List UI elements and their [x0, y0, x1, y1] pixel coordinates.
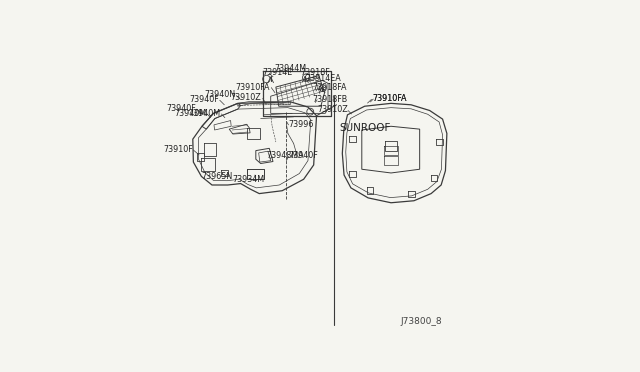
- Text: 73918FA: 73918FA: [312, 83, 347, 92]
- Text: 73934M: 73934M: [232, 175, 264, 185]
- Text: 73948MA: 73948MA: [266, 151, 304, 160]
- Text: 73944M: 73944M: [275, 64, 307, 73]
- Text: 73910FA: 73910FA: [236, 83, 270, 92]
- Text: 73910FA: 73910FA: [372, 94, 407, 103]
- Text: 73910F: 73910F: [163, 145, 193, 154]
- Text: 73965N: 73965N: [201, 173, 232, 182]
- Text: 73918F: 73918F: [300, 68, 330, 77]
- Text: 73996: 73996: [288, 120, 313, 129]
- Text: 73940M: 73940M: [188, 109, 221, 118]
- Text: 73914E: 73914E: [262, 68, 293, 77]
- Text: 73910FA: 73910FA: [372, 94, 407, 103]
- Text: 73918FB: 73918FB: [313, 94, 348, 103]
- Text: 73914EA: 73914EA: [306, 74, 341, 83]
- Text: 73940F: 73940F: [166, 104, 196, 113]
- Text: 73910Z: 73910Z: [317, 105, 348, 115]
- Text: J73800_8: J73800_8: [401, 317, 443, 326]
- Text: 73940M: 73940M: [174, 109, 206, 118]
- Text: 73940F: 73940F: [189, 95, 219, 104]
- Text: 73910Z: 73910Z: [231, 93, 262, 102]
- Text: 73940N: 73940N: [205, 90, 236, 99]
- Text: SUNROOF: SUNROOF: [339, 123, 390, 133]
- Text: 73940F: 73940F: [288, 151, 317, 160]
